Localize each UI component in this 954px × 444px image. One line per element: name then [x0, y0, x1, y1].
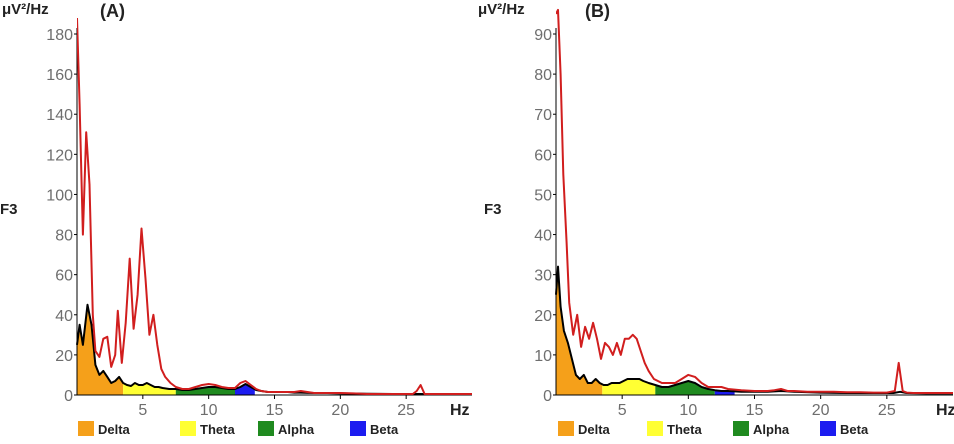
legend-swatch-alpha: [733, 421, 749, 436]
legend-swatch-theta: [647, 421, 663, 436]
panel-title: (B): [585, 1, 610, 21]
y-tick-label: 40: [534, 228, 552, 245]
y-tick-label: 120: [46, 147, 73, 164]
x-tick-label: 20: [331, 402, 349, 419]
chart-panel-a: 0 20 40 60 80 100 120 140 160 180 5 10 15 20 25 μV²/Hz (…: [0, 1, 472, 419]
x-tick-label: 20: [812, 402, 830, 419]
legend: Delta Theta Alpha Beta Delta Theta Alpha Beta: [78, 421, 869, 437]
series-line-black: [555, 265, 953, 395]
legend-label-delta: Delta: [98, 422, 131, 437]
legend-swatch-alpha: [258, 421, 274, 436]
channel-label: F3: [484, 201, 502, 218]
y-tick-label: 60: [55, 268, 73, 285]
band-fill-theta: [602, 379, 656, 395]
series-line-black: [76, 303, 472, 396]
y-tick-label: 90: [534, 27, 552, 44]
x-axis-label: Hz: [450, 402, 470, 419]
y-tick-label: 160: [46, 67, 73, 84]
x-tick-label: 25: [878, 402, 896, 419]
legend-label-theta: Theta: [200, 422, 235, 437]
y-axis-label: μV²/Hz: [478, 1, 525, 18]
x-tick-label: 10: [200, 402, 218, 419]
legend-swatch-delta: [558, 421, 574, 436]
channel-label: F3: [0, 201, 18, 218]
x-tick-label: 5: [138, 402, 147, 419]
y-tick-label: 80: [534, 67, 552, 84]
y-tick-label: 80: [55, 228, 73, 245]
y-tick-label: 50: [534, 187, 552, 204]
legend-swatch-theta: [180, 421, 196, 436]
y-tick-label: 10: [534, 348, 552, 365]
x-tick-label: 25: [397, 402, 415, 419]
legend-label-delta: Delta: [578, 422, 611, 437]
y-axis-label: μV²/Hz: [2, 1, 49, 18]
legend-label-alpha: Alpha: [278, 422, 315, 437]
y-tick-label: 70: [534, 107, 552, 124]
panel-title: (A): [100, 1, 125, 21]
legend-label-theta: Theta: [667, 422, 702, 437]
x-tick-label: 10: [679, 402, 697, 419]
y-tick-label: 140: [46, 107, 73, 124]
y-tick-label: 0: [543, 388, 552, 405]
y-tick-label: 30: [534, 268, 552, 285]
band-fill-alpha: [175, 387, 235, 395]
legend-label-beta: Beta: [840, 422, 869, 437]
series-line-red: [77, 17, 472, 395]
x-axis-label: Hz: [936, 402, 954, 419]
chart-panel-b: 0 10 20 30 40 50 60 70 80 90 5 10 15 20 25 μV²/Hz (B) F3 H…: [478, 1, 954, 419]
legend-swatch-delta: [78, 421, 94, 436]
band-fill-alpha: [655, 381, 715, 395]
y-tick-label: 0: [64, 388, 73, 405]
y-tick-label: 180: [46, 27, 73, 44]
y-tick-label: 60: [534, 147, 552, 164]
x-tick-label: 5: [618, 402, 627, 419]
legend-label-alpha: Alpha: [753, 422, 790, 437]
legend-swatch-beta: [820, 421, 836, 436]
y-tick-label: 20: [534, 308, 552, 325]
series-line-red: [556, 8, 953, 394]
band-fill-theta: [123, 383, 176, 395]
band-fill-delta: [556, 276, 603, 395]
y-tick-label: 20: [55, 348, 73, 365]
band-fill-delta: [77, 304, 124, 395]
x-tick-label: 15: [266, 402, 284, 419]
legend-swatch-beta: [350, 421, 366, 436]
y-tick-label: 40: [55, 308, 73, 325]
legend-label-beta: Beta: [370, 422, 399, 437]
y-tick-label: 100: [46, 187, 73, 204]
x-tick-label: 15: [746, 402, 764, 419]
